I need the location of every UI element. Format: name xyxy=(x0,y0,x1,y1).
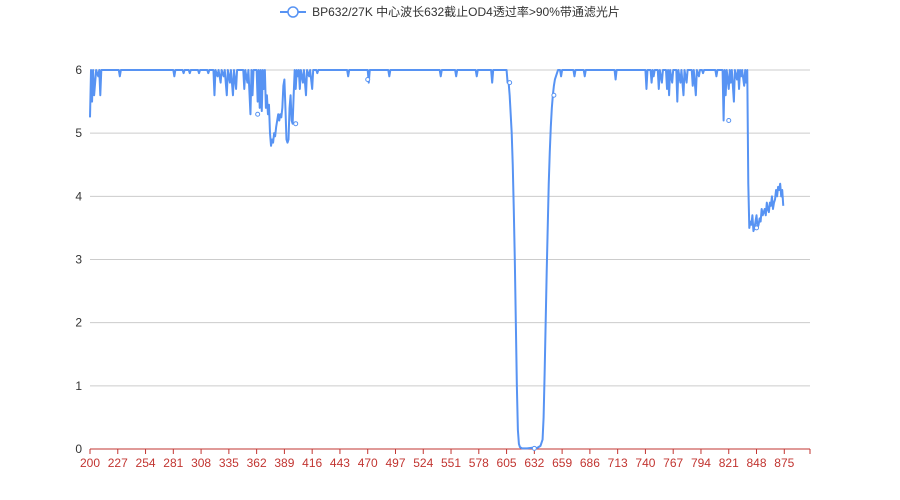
x-tick-label: 443 xyxy=(330,456,350,470)
y-tick-label: 5 xyxy=(75,126,82,140)
x-tick-label: 389 xyxy=(274,456,294,470)
x-tick-label: 497 xyxy=(385,456,405,470)
data-point-marker xyxy=(255,111,261,117)
x-tick-label: 524 xyxy=(413,456,433,470)
x-tick-label: 308 xyxy=(191,456,211,470)
series-line xyxy=(89,69,785,450)
y-axis: 0 1 2 3 4 5 6 xyxy=(75,63,82,456)
x-tick-label: 875 xyxy=(774,456,794,470)
x-tick-label: 254 xyxy=(136,456,156,470)
x-tick-label: 767 xyxy=(663,456,683,470)
legend-series-label: BP632/27K 中心波长632截止OD4透过率>90%带通滤光片 xyxy=(312,5,620,19)
x-tick-label: 335 xyxy=(219,456,239,470)
x-tick-label: 659 xyxy=(552,456,572,470)
data-point-marker xyxy=(551,92,557,98)
data-point-marker xyxy=(754,225,760,231)
y-tick-label: 2 xyxy=(75,316,82,330)
x-tick-label: 713 xyxy=(608,456,628,470)
x-tick-label: 740 xyxy=(635,456,655,470)
x-tick-label: 632 xyxy=(524,456,544,470)
y-tick-label: 1 xyxy=(75,379,82,393)
x-tick-label: 227 xyxy=(108,456,128,470)
data-point-marker xyxy=(293,121,299,127)
y-tick-label: 3 xyxy=(75,253,82,267)
x-tick-label: 605 xyxy=(497,456,517,470)
x-tick-label: 821 xyxy=(719,456,739,470)
x-tick-label: 470 xyxy=(358,456,378,470)
x-tick-label: 848 xyxy=(746,456,766,470)
data-point-marker xyxy=(365,76,371,82)
x-tick-label: 794 xyxy=(691,456,711,470)
y-tick-label: 0 xyxy=(75,442,82,456)
x-tick-label: 362 xyxy=(247,456,267,470)
x-axis: 200 227 254 281 308 335 362 389 416 443 470 497 524 5… xyxy=(80,448,811,470)
y-tick-label: 6 xyxy=(75,63,82,77)
legend[interactable]: BP632/27K 中心波长632截止OD4透过率>90%带通滤光片 xyxy=(0,3,900,22)
grid-lines xyxy=(90,69,810,387)
x-tick-label: 686 xyxy=(580,456,600,470)
x-tick-label: 281 xyxy=(163,456,183,470)
data-point-marker xyxy=(507,80,513,86)
x-tick-label: 200 xyxy=(80,456,100,470)
x-tick-label: 551 xyxy=(441,456,461,470)
legend-line-circle-icon xyxy=(280,5,307,18)
data-point-marker xyxy=(726,118,732,124)
data-point-marker xyxy=(531,445,537,451)
series-layer xyxy=(89,69,785,451)
x-tick-label: 416 xyxy=(302,456,322,470)
y-tick-label: 4 xyxy=(75,189,82,203)
x-tick-label: 578 xyxy=(469,456,489,470)
